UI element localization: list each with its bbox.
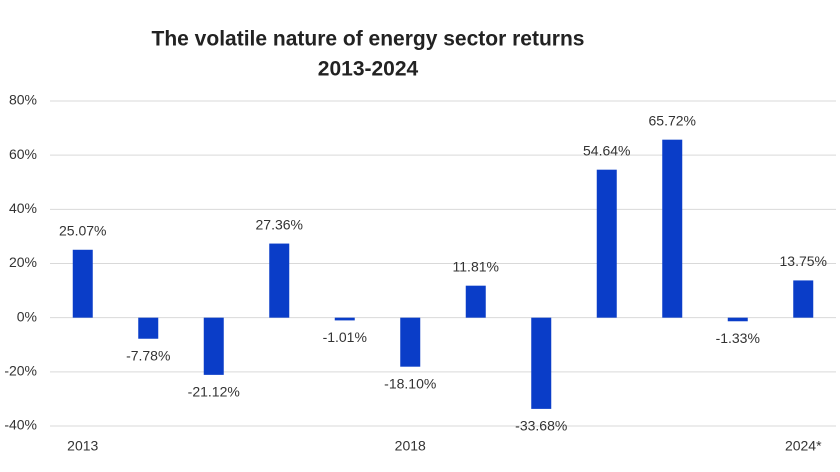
bar [727, 317, 748, 322]
bar [596, 169, 617, 318]
x-tick-label: 2013 [67, 438, 98, 454]
y-tick-label: -40% [4, 417, 37, 433]
bar [334, 317, 355, 321]
value-label: 54.64% [583, 142, 630, 158]
x-tick-label: 2018 [395, 438, 426, 454]
bar [138, 317, 159, 339]
bar [465, 285, 486, 318]
value-label: -18.10% [384, 375, 436, 391]
bar [662, 139, 683, 318]
bar [531, 317, 552, 409]
value-label: -1.01% [323, 329, 367, 345]
bar [400, 317, 421, 367]
value-label: 25.07% [59, 222, 106, 238]
y-tick-label: 40% [9, 200, 37, 216]
y-tick-label: 0% [17, 308, 37, 324]
value-label: 65.72% [649, 112, 696, 128]
value-label: -7.78% [126, 347, 170, 363]
value-label: 13.75% [780, 253, 827, 269]
value-label: -33.68% [515, 418, 567, 434]
y-tick-label: 20% [9, 254, 37, 270]
y-tick-label: 60% [9, 146, 37, 162]
value-label: -21.12% [188, 384, 240, 400]
bar [269, 243, 290, 318]
chart-subtitle: 2013-2024 [318, 58, 419, 81]
bar [203, 317, 224, 375]
value-label: 11.81% [453, 258, 499, 274]
bar [793, 280, 814, 318]
x-tick-label: 2024* [785, 438, 822, 454]
value-label: -1.33% [716, 330, 760, 346]
chart-title: The volatile nature of energy sector ret… [152, 28, 585, 51]
value-label: 27.36% [256, 216, 303, 232]
y-tick-label: 80% [9, 92, 37, 108]
y-tick-label: -20% [4, 363, 37, 379]
bar [72, 249, 93, 318]
